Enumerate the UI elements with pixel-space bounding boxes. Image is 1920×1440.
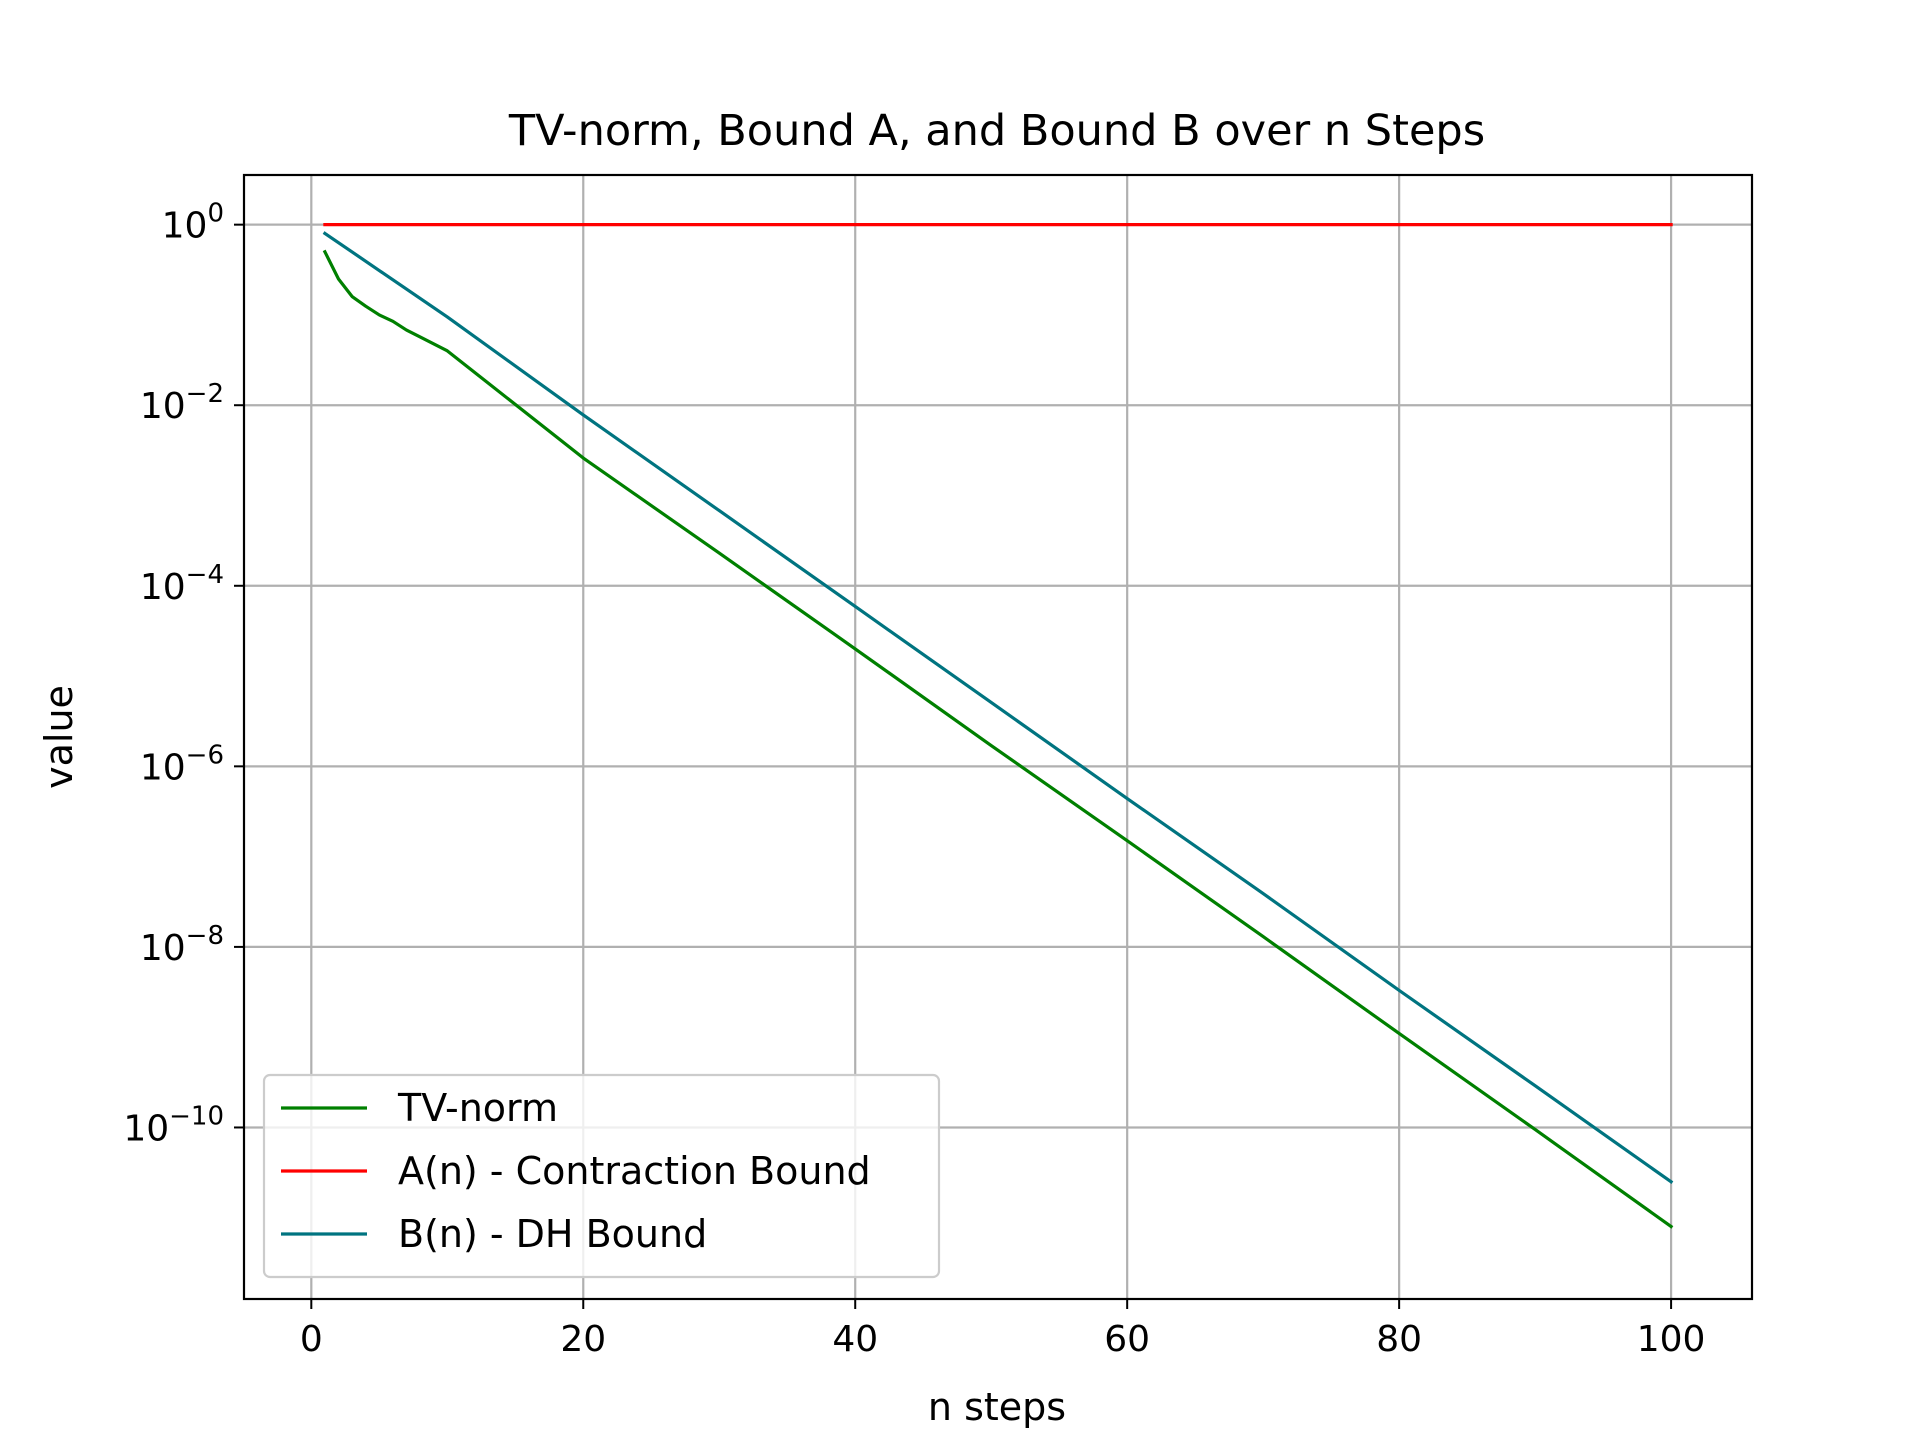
x-tick-label: 80 bbox=[1376, 1319, 1422, 1360]
y-tick-label: 10−4 bbox=[140, 560, 224, 608]
y-axis-label: value bbox=[37, 685, 81, 789]
y-tick-base: 10 bbox=[140, 747, 186, 788]
y-tick-base: 10 bbox=[140, 386, 186, 427]
chart-title: TV-norm, Bound A, and Bound B over n Ste… bbox=[508, 106, 1485, 156]
y-tick-base: 10 bbox=[123, 1108, 169, 1149]
y-tick-label: 10−2 bbox=[140, 379, 224, 427]
legend-frame bbox=[262, 1073, 941, 1279]
x-tick-label: 0 bbox=[300, 1319, 323, 1360]
y-tick-label: 10−6 bbox=[140, 740, 224, 788]
series-line-3 bbox=[322, 231, 1674, 1185]
legend-label: B(n) - DH Bound bbox=[398, 1212, 707, 1256]
x-axis-label: n steps bbox=[928, 1385, 1066, 1429]
y-tick-exponent: −10 bbox=[169, 1101, 224, 1131]
y-tick-label: 100 bbox=[162, 199, 224, 247]
x-tick-label: 20 bbox=[560, 1319, 606, 1360]
y-tick-base: 10 bbox=[140, 928, 186, 969]
series-line-1 bbox=[322, 249, 1674, 1229]
y-tick-base: 10 bbox=[140, 567, 186, 608]
y-tick-base: 10 bbox=[162, 206, 208, 247]
x-tick-label: 60 bbox=[1104, 1319, 1150, 1360]
legend-label: TV-norm bbox=[397, 1086, 558, 1130]
legend: TV-norm A(n) - Contraction Bound B(n) - DH… bbox=[262, 1073, 941, 1279]
y-tick-label: 10−10 bbox=[123, 1101, 224, 1149]
y-tick-exponent: −2 bbox=[186, 379, 224, 409]
x-axis: 0 20 40 60 80 100 bbox=[300, 1299, 1706, 1360]
y-tick-label: 10−8 bbox=[140, 921, 224, 969]
y-tick-exponent: 0 bbox=[207, 199, 224, 229]
y-tick-exponent: −6 bbox=[186, 740, 224, 770]
y-tick-exponent: −4 bbox=[186, 560, 224, 590]
legend-label: A(n) - Contraction Bound bbox=[398, 1149, 871, 1193]
y-tick-exponent: −8 bbox=[186, 921, 224, 951]
x-tick-label: 100 bbox=[1637, 1319, 1706, 1360]
plot-frame bbox=[242, 173, 1754, 1301]
series-lines bbox=[322, 223, 1674, 1229]
x-tick-label: 40 bbox=[832, 1319, 878, 1360]
